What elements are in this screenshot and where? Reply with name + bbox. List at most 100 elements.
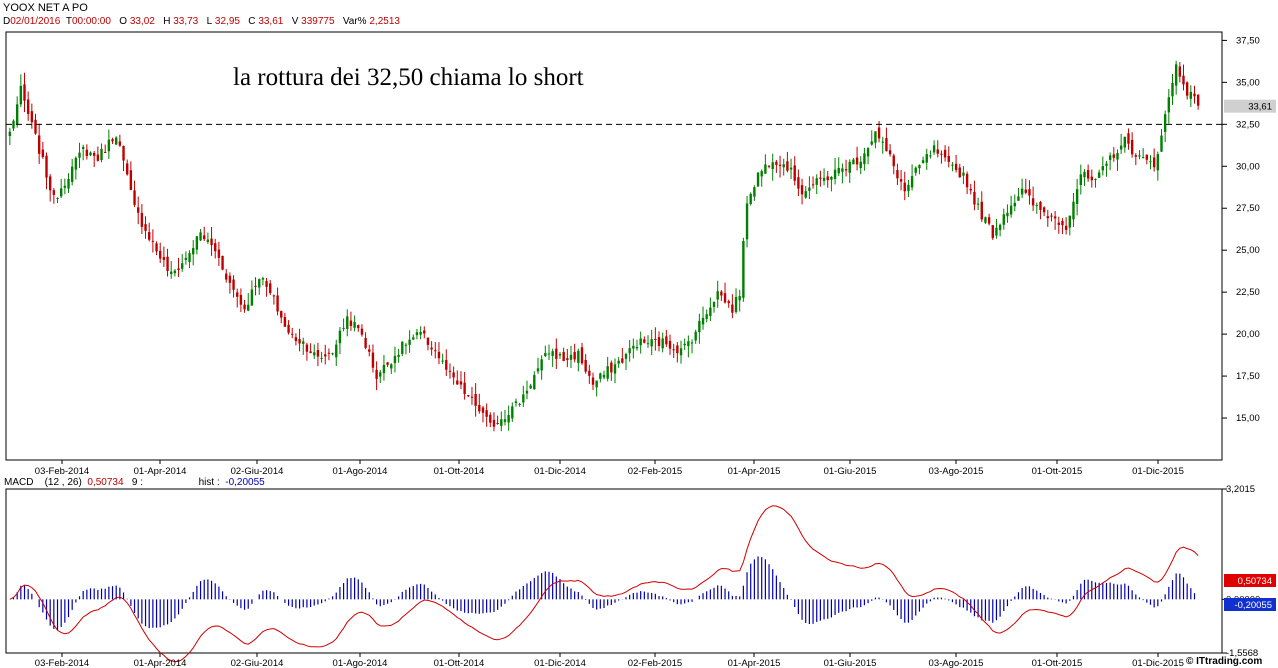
candle-body	[896, 170, 899, 179]
time-value: 00:00:00	[71, 16, 111, 27]
candle-body	[118, 141, 122, 146]
candle-body	[624, 354, 628, 359]
macd-line	[9, 505, 1199, 663]
macd-x-tick-label: 02-Feb-2015	[628, 658, 682, 668]
candle-body	[474, 393, 477, 406]
candle-body	[947, 155, 950, 162]
candle-body	[771, 162, 774, 170]
candle-body	[1028, 189, 1031, 196]
candle-body	[265, 281, 268, 287]
candle-body	[1196, 94, 1200, 106]
last-price-badge-bg	[1224, 99, 1276, 113]
candle-body	[837, 167, 840, 174]
candle-body	[716, 291, 719, 300]
candle-body	[269, 283, 272, 294]
candle-body	[558, 353, 562, 356]
candle-body	[15, 104, 19, 125]
candle-body	[1053, 216, 1057, 219]
date-label: D	[3, 16, 11, 27]
candle-body	[595, 380, 598, 388]
candle-body	[819, 177, 822, 179]
candle-body	[1079, 174, 1082, 186]
candle-body	[701, 317, 705, 325]
var-label: Var%	[342, 16, 367, 27]
candle-body	[232, 279, 235, 290]
candle-body	[698, 320, 701, 333]
candle-body	[1046, 216, 1049, 219]
ohlc-readout: D02/01/2016 T00:00:00 O 33,02 H 33,73 L …	[3, 16, 400, 27]
macd-histogram	[12, 556, 1199, 631]
candle-body	[368, 349, 371, 352]
candle-body	[12, 120, 15, 129]
volume-value: 339775	[301, 16, 335, 27]
candle-body	[606, 366, 609, 379]
candle-body	[1123, 136, 1127, 148]
candle-body	[309, 351, 312, 354]
candle-body	[236, 292, 239, 297]
candle-body	[544, 353, 547, 357]
candle-body	[1119, 145, 1123, 150]
candle-body	[415, 332, 419, 336]
hist-value-badge-bg	[1224, 598, 1276, 611]
candle-body	[1009, 205, 1013, 215]
candle-body	[1064, 225, 1068, 230]
candle-body	[852, 159, 855, 165]
candle-body	[489, 414, 492, 423]
candle-body	[1105, 163, 1108, 166]
candle-body	[720, 291, 723, 296]
candle-body	[767, 165, 771, 167]
candle-body	[8, 131, 12, 136]
candle-body	[1112, 154, 1116, 158]
macd-x-tick-label: 01-Ott-2014	[434, 658, 485, 668]
candle-body	[885, 138, 888, 152]
candle-body	[577, 350, 580, 363]
candle-body	[694, 331, 697, 341]
candle-body	[397, 354, 400, 357]
candle-body	[841, 168, 844, 172]
candle-body	[456, 380, 459, 385]
candle-body	[1072, 201, 1075, 220]
candle-body	[943, 149, 947, 158]
macd-value-badge: 0,50734	[1238, 576, 1272, 587]
candle-body	[907, 184, 910, 192]
candle-body	[1108, 155, 1112, 160]
candle-body	[261, 278, 265, 280]
candle-body	[89, 152, 92, 156]
candle-body	[573, 352, 576, 360]
candle-body	[797, 177, 800, 189]
candle-body	[137, 207, 140, 213]
candle-body	[1006, 212, 1009, 217]
candlestick-series	[8, 60, 1200, 432]
candle-body	[540, 359, 543, 371]
candle-body	[1075, 189, 1079, 204]
candle-body	[778, 164, 782, 166]
candle-body	[738, 296, 741, 301]
candle-body	[419, 331, 422, 335]
candle-body	[393, 355, 397, 364]
candle-body	[786, 161, 789, 171]
candle-body	[760, 171, 763, 177]
candle-body	[206, 239, 210, 242]
price-x-tick-label: 01-Ago-2014	[333, 466, 388, 477]
candle-body	[954, 163, 958, 170]
candle-body	[522, 394, 525, 403]
open-value: 33,02	[129, 16, 155, 27]
candle-body	[661, 338, 664, 349]
candle-body	[613, 364, 617, 374]
macd-value: 0,50734	[87, 477, 124, 488]
price-y-tick-label: 30,00	[1236, 161, 1260, 172]
candle-body	[514, 401, 518, 404]
candle-body	[1160, 135, 1163, 152]
candle-body	[991, 225, 994, 239]
candle-body	[107, 139, 111, 152]
candle-body	[159, 250, 162, 259]
candle-body	[951, 164, 954, 166]
candle-body	[1035, 205, 1038, 207]
macd-y-tick-label: 3,2015	[1226, 484, 1255, 495]
price-y-tick-label: 32,50	[1236, 119, 1260, 130]
candle-body	[591, 377, 595, 385]
price-y-tick-label: 15,00	[1236, 413, 1260, 424]
price-x-tick-label: 01-Ott-2015	[1032, 466, 1083, 477]
candle-body	[272, 295, 276, 297]
